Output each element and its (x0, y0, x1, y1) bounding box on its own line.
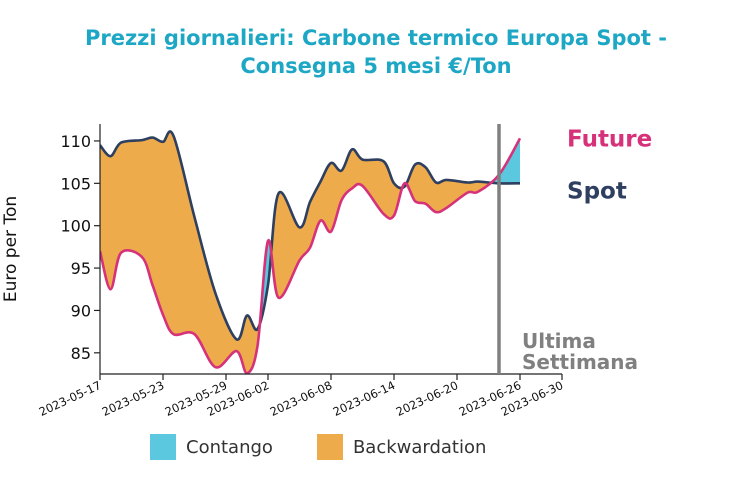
x-tick-label: 2023-06-14 (331, 378, 397, 419)
series-line-future (100, 137, 522, 374)
y-tick-label: 100 (60, 217, 91, 236)
last-week-label-1: Ultima (522, 329, 596, 353)
series-lines (100, 130, 522, 374)
x-tick-label: 2023-06-08 (268, 378, 334, 419)
fill-backwardation-4 (405, 163, 490, 213)
legend-swatch-backwardation (316, 434, 343, 460)
y-tick-label: 90 (71, 301, 91, 320)
legend-label-backwardation: Backwardation (352, 436, 487, 458)
fill-backwardation-2 (271, 149, 404, 298)
fill-contango-5 (489, 138, 520, 184)
legend: Contango Backwardation (150, 434, 530, 460)
last-week-label-2: Settimana (522, 350, 638, 374)
y-axis-label: Euro per Ton (1, 196, 21, 302)
x-tick-label: 2023-05-17 (37, 378, 103, 419)
x-tick-label: 2023-06-20 (394, 378, 460, 419)
title-line-2: Consegna 5 mesi €/Ton (240, 54, 512, 78)
legend-label-contango: Contango (186, 436, 273, 458)
x-tick-label: 2023-05-23 (100, 378, 166, 419)
fill-backwardation-0 (100, 131, 261, 374)
y-tick-label: 105 (60, 174, 91, 193)
y-tick-label: 95 (71, 259, 91, 278)
legend-item-backwardation: Backwardation (316, 434, 487, 460)
legend-item-contango: Contango (150, 434, 273, 460)
y-tick-label: 85 (71, 344, 91, 363)
series-line-spot (100, 130, 521, 341)
chart-title: Prezzi giornalieri: Carbone termico Euro… (0, 24, 752, 80)
title-line-1: Prezzi giornalieri: Carbone termico Euro… (84, 26, 668, 50)
fill-areas (100, 131, 520, 374)
series-label-future: Future (567, 126, 652, 152)
legend-swatch-contango (150, 434, 176, 460)
series-label-spot: Spot (567, 178, 627, 204)
y-tick-label: 110 (60, 132, 91, 151)
